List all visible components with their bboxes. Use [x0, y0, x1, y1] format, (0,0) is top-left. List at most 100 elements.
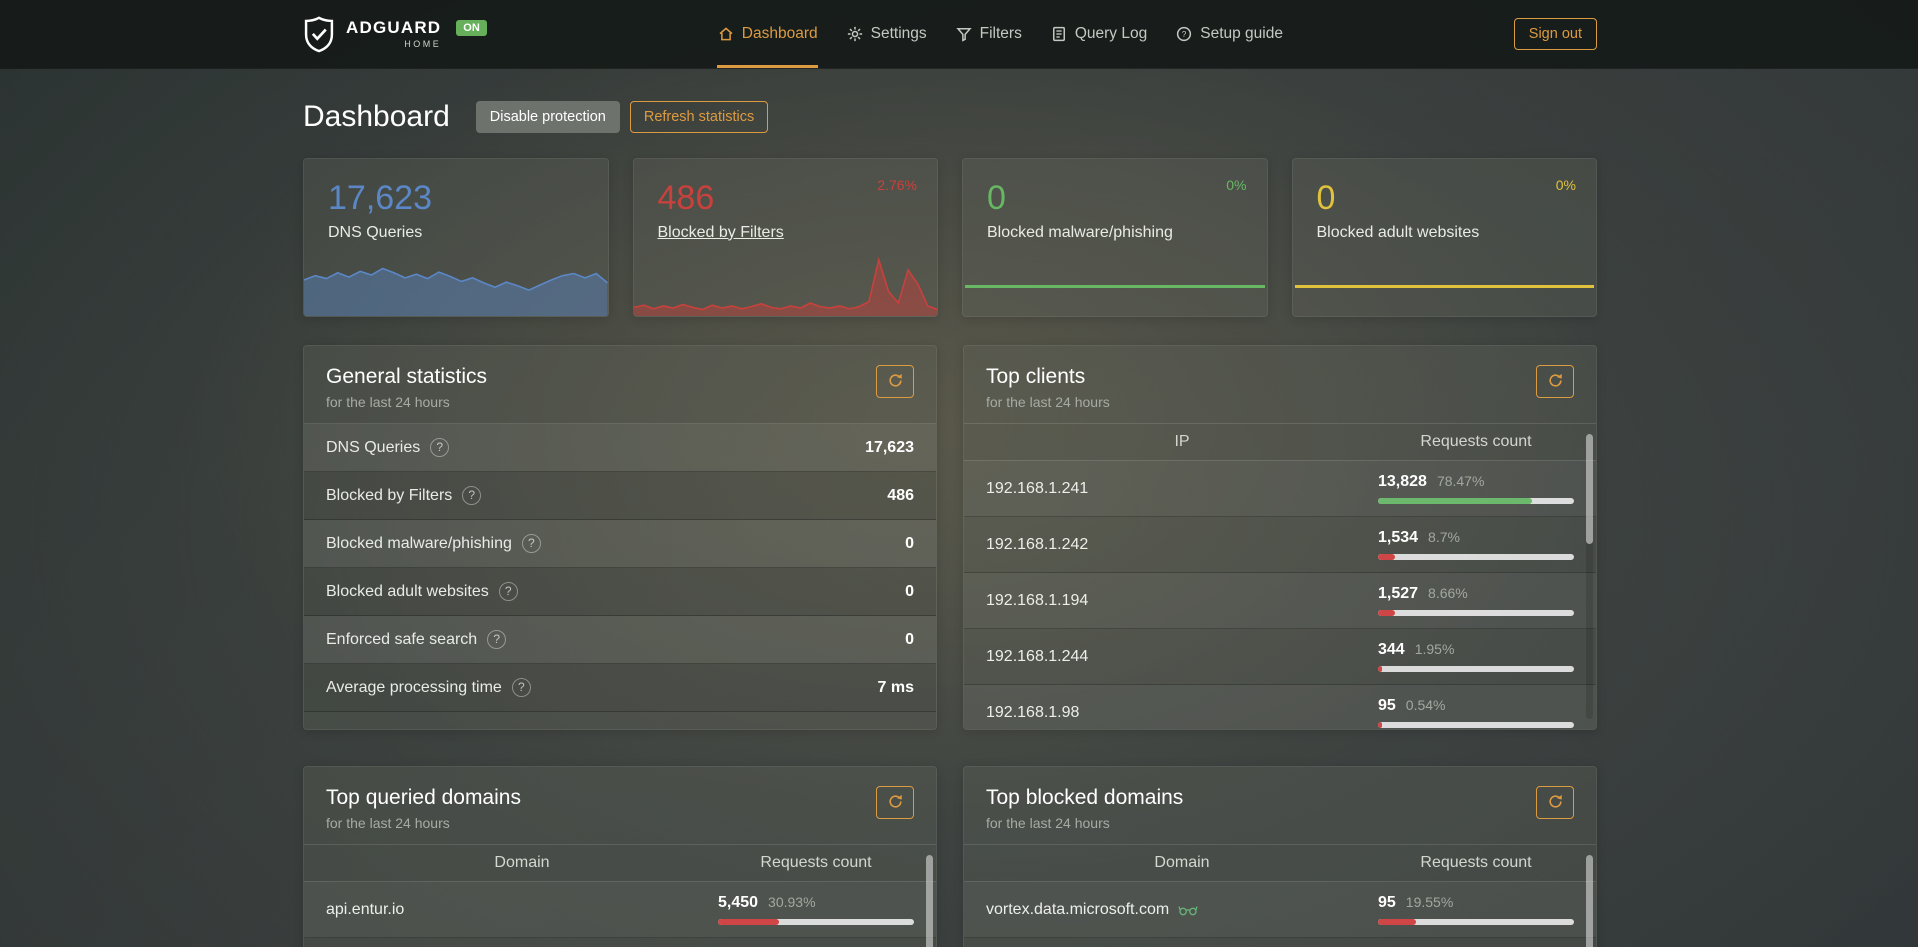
top-blocked-domains-scrollbar-thumb[interactable]: [1586, 855, 1593, 947]
top-queried-domains-scrollbar-track[interactable]: [926, 855, 933, 947]
help-icon[interactable]: ?: [430, 438, 450, 457]
column-header-domain: Domain: [494, 854, 550, 871]
request-count: 344: [1378, 641, 1405, 658]
top-clients-scrollbar-track[interactable]: [1586, 434, 1593, 719]
top-queried-domains-rows: api.entur.io 5,450 30.93%: [304, 882, 936, 938]
request-percent: 30.93%: [768, 894, 816, 910]
top-blocked-domains-subtitle: for the last 24 hours: [986, 815, 1110, 831]
help-icon[interactable]: ?: [521, 534, 541, 553]
client-row: 192.168.1.242 1,534 8.7%: [964, 517, 1596, 573]
request-percent: 1.95%: [1414, 641, 1455, 657]
blocked-malware-percent: 0%: [1226, 177, 1247, 193]
stat-row-value: 486: [887, 486, 914, 504]
top-navbar: ADGUARD HOME ON Dashboard Settings: [0, 0, 1918, 68]
top-clients-subtitle: for the last 24 hours: [986, 394, 1110, 410]
request-progress-bar: [1378, 666, 1574, 672]
stat-row-blocked-by-filters: Blocked by Filters ? 486: [304, 472, 936, 520]
top-blocked-domains-header: Top blocked domains for the last 24 hour…: [964, 767, 1596, 845]
request-progress-bar: [1378, 610, 1574, 616]
top-queried-domains-subtitle: for the last 24 hours: [326, 815, 450, 831]
refresh-statistics-button[interactable]: Refresh statistics: [629, 101, 769, 133]
request-progress-bar: [1378, 498, 1574, 504]
top-clients-card: Top clients for the last 24 hours IP Req…: [963, 345, 1597, 730]
request-progress-bar: [1378, 722, 1574, 728]
question-circle-icon: ?: [1175, 25, 1193, 43]
help-icon[interactable]: ?: [511, 678, 531, 697]
sign-out-button[interactable]: Sign out: [1513, 18, 1597, 50]
general-statistics-titles: General statistics for the last 24 hours: [326, 365, 487, 410]
stat-row-value: 17,623: [865, 438, 914, 456]
domain-requests: 5,450 30.93%: [718, 894, 914, 925]
blocked-by-filters-link[interactable]: Blocked by Filters: [657, 223, 784, 241]
help-icon[interactable]: ?: [498, 582, 518, 601]
main-nav: Dashboard Settings Filters Query Log: [716, 0, 1283, 68]
blocked-adult-flatline: [1294, 285, 1594, 288]
top-clients-scrollbar-thumb[interactable]: [1586, 434, 1593, 544]
stat-row-safe-search: Enforced safe search ? 0: [304, 616, 936, 664]
general-statistics-title: General statistics: [326, 365, 488, 388]
top-queried-domains-table-header: Domain Requests count: [304, 845, 936, 882]
top-queried-domains-title: Top queried domains: [326, 786, 521, 809]
client-ip[interactable]: 192.168.1.194: [986, 591, 1089, 609]
blocked-domain[interactable]: vortex.data.microsoft.com: [986, 900, 1170, 918]
domain-row: vortex.data.microsoft.com 95 19.55%: [964, 882, 1596, 938]
nav-query-log[interactable]: Query Log: [1050, 0, 1147, 68]
request-percent: 19.55%: [1405, 894, 1454, 910]
client-requests: 344 1.95%: [1378, 641, 1574, 672]
navbar-inner: ADGUARD HOME ON Dashboard Settings: [303, 0, 1597, 68]
queried-domain[interactable]: api.entur.io: [326, 900, 405, 918]
request-count: 95: [1378, 894, 1396, 911]
top-clients-title: Top clients: [986, 365, 1086, 388]
help-icon[interactable]: ?: [487, 630, 507, 649]
protection-on-badge: ON: [456, 20, 487, 36]
client-ip[interactable]: 192.168.1.242: [986, 535, 1089, 553]
request-percent: 0.54%: [1405, 697, 1446, 713]
blocked-adult-label: Blocked adult websites: [1316, 223, 1480, 241]
nav-setup-guide[interactable]: ? Setup guide: [1175, 0, 1283, 68]
help-icon[interactable]: ?: [462, 486, 482, 505]
nav-settings[interactable]: Settings: [846, 0, 927, 68]
nav-dashboard[interactable]: Dashboard: [716, 0, 818, 68]
refresh-icon: [887, 372, 904, 392]
top-clients-table-header: IP Requests count: [964, 424, 1596, 461]
client-row: 192.168.1.194 1,527 8.66%: [964, 573, 1596, 629]
tracker-glasses-icon: [1178, 904, 1198, 916]
top-blocked-domains-title: Top blocked domains: [986, 786, 1184, 809]
stat-row-value: 0: [905, 582, 914, 600]
brand-sub: HOME: [404, 39, 442, 49]
adguard-home-logo[interactable]: ADGUARD HOME ON: [303, 16, 487, 53]
document-list-icon: [1050, 25, 1068, 43]
stat-card-blocked-adult: 0% 0 Blocked adult websites: [1291, 158, 1597, 317]
client-ip[interactable]: 192.168.1.244: [986, 647, 1089, 665]
stat-row-value: 0: [905, 630, 914, 648]
nav-setup-guide-label: Setup guide: [1200, 25, 1283, 42]
refresh-top-clients-button[interactable]: [1536, 365, 1574, 398]
stat-row-label: Blocked adult websites: [326, 582, 489, 600]
top-queried-domains-scrollbar-thumb[interactable]: [926, 855, 933, 947]
nav-filters[interactable]: Filters: [955, 0, 1022, 68]
refresh-general-statistics-button[interactable]: [876, 365, 914, 398]
stat-row-label: Enforced safe search: [326, 630, 478, 648]
dashboard-icon: [717, 25, 735, 43]
blocked-by-filters-count: 486: [657, 179, 715, 217]
general-statistics-subtitle: for the last 24 hours: [326, 394, 450, 410]
top-blocked-domains-scrollbar-track[interactable]: [1586, 855, 1593, 947]
general-statistics-header: General statistics for the last 24 hours: [304, 346, 936, 424]
refresh-icon: [1547, 372, 1564, 392]
disable-protection-button[interactable]: Disable protection: [475, 101, 620, 133]
funnel-icon: [955, 25, 973, 43]
stat-row-dns-queries: DNS Queries ? 17,623: [304, 424, 936, 472]
client-row: 192.168.1.241 13,828 78.47%: [964, 461, 1596, 517]
request-progress-bar: [1378, 554, 1574, 560]
client-row: 192.168.1.244 344 1.95%: [964, 629, 1596, 685]
request-count: 95: [1378, 697, 1396, 714]
client-ip[interactable]: 192.168.1.98: [986, 703, 1080, 721]
refresh-top-queried-domains-button[interactable]: [876, 786, 914, 819]
client-ip[interactable]: 192.168.1.241: [986, 479, 1089, 497]
general-statistics-card: General statistics for the last 24 hours…: [303, 345, 937, 730]
refresh-top-blocked-domains-button[interactable]: [1536, 786, 1574, 819]
request-count: 13,828: [1378, 473, 1427, 490]
request-progress-bar: [1378, 919, 1574, 925]
client-requests: 1,534 8.7%: [1378, 529, 1574, 560]
blocked-malware-count: 0: [987, 179, 1006, 217]
